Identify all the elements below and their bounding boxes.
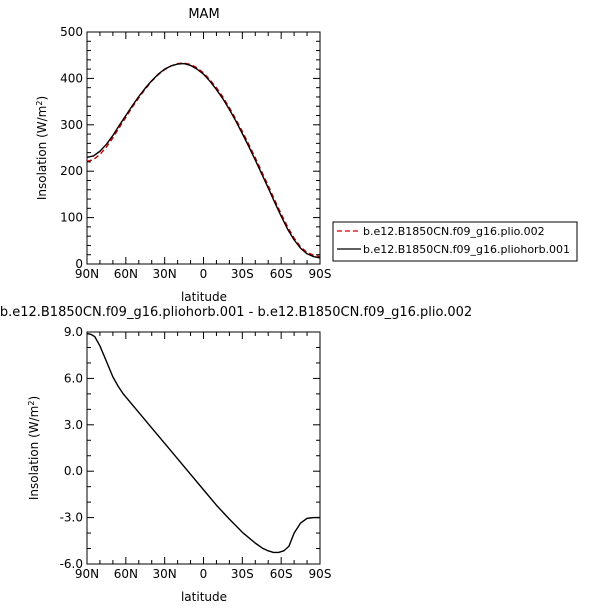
top-x-tick-label: 90N [75, 267, 99, 281]
top-series-line-1 [86, 62, 321, 259]
bottom-y-axis-label: Insolation (W/m2) [27, 396, 41, 500]
bottom-y-tick-label: 9.0 [64, 325, 83, 339]
top-x-tick-label: 90S [309, 267, 332, 281]
bottom-plot-frame [86, 331, 321, 565]
bottom-x-tick-label: 90N [75, 567, 99, 581]
top-y-axis-label: Insolation (W/m2) [35, 96, 49, 200]
top-x-tick-label: 0 [200, 267, 208, 281]
bottom-y-tick-label: 0.0 [64, 464, 83, 478]
bottom-x-tick-label: 90S [309, 567, 332, 581]
top-plot-frame [86, 31, 321, 265]
top-y-tick-label: 0 [75, 257, 83, 271]
bottom-x-axis-label: latitude [181, 590, 227, 604]
legend: b.e12.B1850CN.f09_g16.plio.002 b.e12.B18… [332, 221, 578, 262]
top-x-tick-label: 30S [231, 267, 254, 281]
bottom-x-tick-label: 60N [114, 567, 138, 581]
bottom-y-tick-label: -3.0 [60, 511, 83, 525]
bottom-x-tick-label: 60S [270, 567, 293, 581]
bottom-y-tick-label: 6.0 [64, 371, 83, 385]
legend-box [332, 221, 578, 262]
top-y-tick-label: 300 [60, 118, 83, 132]
top-x-axis-label: latitude [181, 290, 227, 304]
bottom-series-line-0 [86, 332, 320, 554]
top-x-tick-label: 60N [114, 267, 138, 281]
bottom-chart-title: b.e12.B1850CN.f09_g16.pliohorb.001 - b.e… [0, 305, 472, 320]
top-x-tick-label: 30N [153, 267, 177, 281]
top-y-tick-label: 200 [60, 164, 83, 178]
bottom-panel: b.e12.B1850CN.f09_g16.pliohorb.001 - b.e… [0, 305, 472, 604]
top-series-line-0 [86, 62, 321, 258]
top-panel: MAM 90N 60N 30N 0 30S 60S 90S0100200300400500 … [35, 7, 578, 304]
bottom-x-tick-label: 30N [153, 567, 177, 581]
top-chart-title: MAM [188, 7, 219, 22]
bottom-x-tick-label: 30S [231, 567, 254, 581]
bottom-x-tick-label: 0 [200, 567, 208, 581]
legend-label-pliohorb: b.e12.B1850CN.f09_g16.pliohorb.001 [363, 243, 570, 256]
legend-label-plio: b.e12.B1850CN.f09_g16.plio.002 [363, 225, 545, 238]
bottom-y-tick-label: -6.0 [60, 557, 83, 571]
bottom-y-tick-label: 3.0 [64, 418, 83, 432]
top-y-tick-label: 400 [60, 71, 83, 85]
top-y-tick-label: 100 [60, 211, 83, 225]
top-y-tick-label: 500 [60, 25, 83, 39]
top-x-tick-label: 60S [270, 267, 293, 281]
